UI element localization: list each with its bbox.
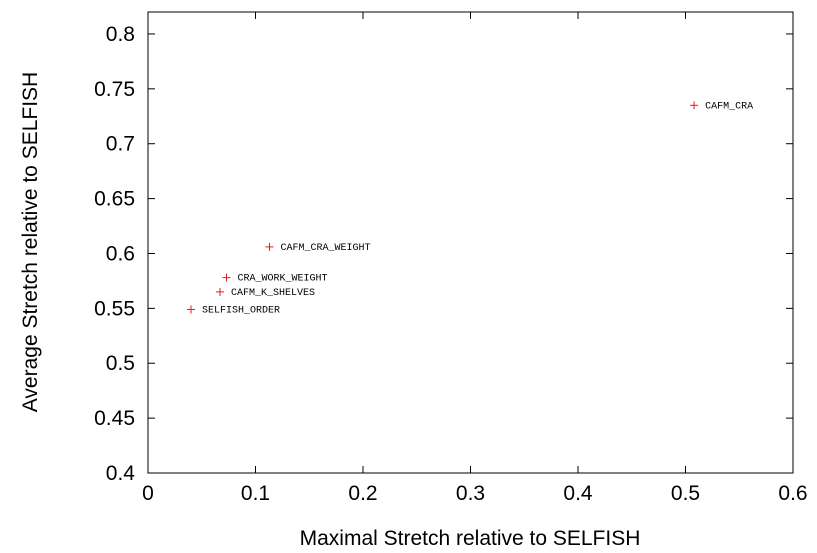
- data-point: CRA_WORK_WEIGHT: [222, 273, 327, 285]
- data-point: SELFISH_ORDER: [187, 305, 280, 316]
- data-points: CAFM_CRA CAFM_CRA_WEIGHT CRA_WORK_WEIGHT CA…: [187, 101, 753, 316]
- y-tick-label: 0.55: [94, 297, 135, 320]
- data-point: CAFM_CRA_WEIGHT: [265, 242, 370, 254]
- point-label: SELFISH_ORDER: [202, 305, 280, 316]
- y-tick-label: 0.45: [94, 407, 135, 430]
- plot-frame: [147, 11, 794, 474]
- y-tick-label: 0.5: [106, 352, 135, 375]
- x-tick-label: 0.6: [778, 482, 807, 505]
- point-label: CAFM_CRA: [705, 101, 753, 112]
- x-tick-label: 0.1: [241, 482, 270, 505]
- y-tick-label: 0.8: [106, 23, 135, 46]
- data-point: CAFM_K_SHELVES: [216, 287, 315, 299]
- y-axis: 0.4 0.45 0.5 0.55 0.6 0.65 0.7 0.75 0.8: [94, 23, 793, 485]
- y-tick-label: 0.65: [94, 188, 135, 211]
- x-axis: 0 0.1 0.2 0.3 0.4 0.5 0.6: [142, 12, 808, 505]
- y-tick-label: 0.6: [106, 242, 135, 265]
- x-tick-label: 0.3: [456, 482, 485, 505]
- data-point: CAFM_CRA: [690, 101, 753, 112]
- y-axis-title: Average Stretch relative to SELFISH: [19, 72, 42, 412]
- x-axis-title: Maximal Stretch relative to SELFISH: [300, 527, 641, 550]
- x-tick-label: 0: [142, 482, 154, 505]
- y-tick-label: 0.75: [94, 78, 135, 101]
- y-tick-label: 0.7: [106, 133, 135, 156]
- point-label: CAFM_K_SHELVES: [231, 288, 315, 299]
- y-tick-label: 0.4: [106, 462, 136, 485]
- point-label: CRA_WORK_WEIGHT: [237, 274, 327, 285]
- x-tick-label: 0.4: [563, 482, 593, 505]
- point-label: CAFM_CRA_WEIGHT: [280, 243, 370, 254]
- x-tick-label: 0.2: [348, 482, 377, 505]
- x-tick-label: 0.5: [671, 482, 700, 505]
